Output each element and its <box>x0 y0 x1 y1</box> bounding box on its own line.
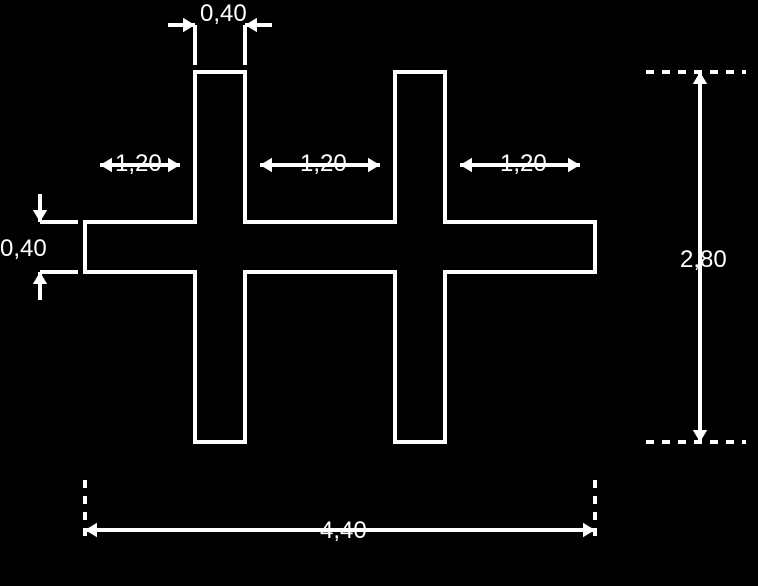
dim-bottom-440: 4,40 <box>320 517 367 545</box>
dim-gap-c: 1,20 <box>500 150 547 178</box>
dim-gap-b: 1,20 <box>300 150 347 178</box>
diagram-svg <box>0 0 758 586</box>
dim-left-040: 0,40 <box>0 235 47 263</box>
dim-right-280: 2,80 <box>680 246 727 274</box>
dim-gap-a: 1,20 <box>115 150 162 178</box>
dim-top-040: 0,40 <box>200 0 247 28</box>
